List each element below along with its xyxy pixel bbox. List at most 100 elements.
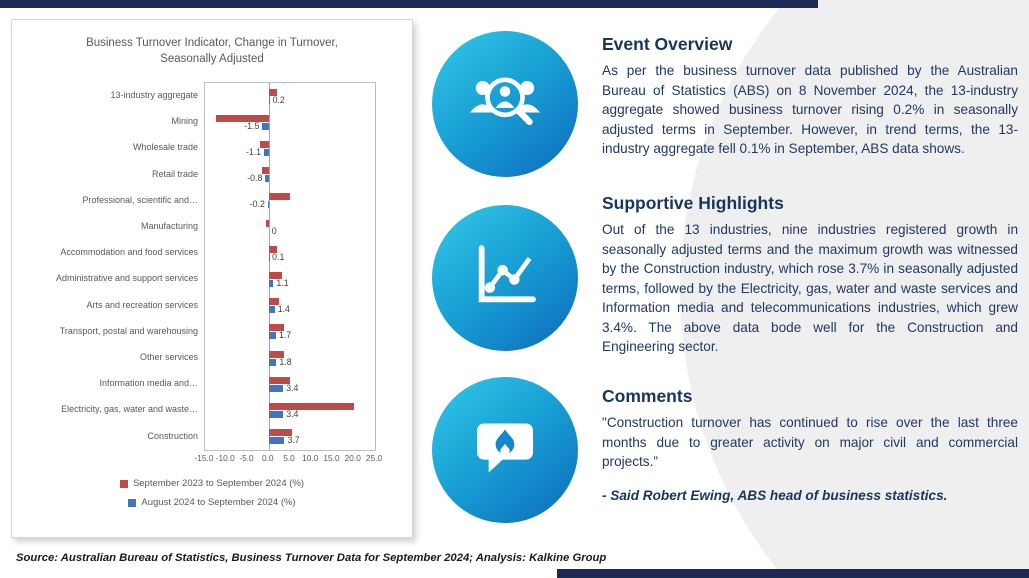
bar-mom: [268, 332, 276, 340]
bar-yoy: [268, 324, 284, 332]
bar-yoy: [260, 140, 269, 148]
section-comments: Comments "Construction turnover has cont…: [602, 386, 1018, 503]
bar-mom: [264, 148, 269, 156]
bar-mom: [268, 410, 284, 418]
section-heading: Comments: [602, 386, 693, 406]
people-search-icon: [463, 60, 547, 149]
bar-yoy: [268, 376, 290, 384]
section-quote: "Construction turnover has continued to …: [602, 415, 1018, 470]
bar-data-label: 0.2: [272, 94, 285, 105]
category-label: Professional, scientific and…: [82, 194, 198, 205]
x-tick-label: 0.0: [261, 453, 274, 463]
chart-title-line: Business Turnover Indicator, Change in T…: [86, 37, 338, 49]
x-tick-label: 10.0: [302, 453, 319, 463]
category-label: Construction: [147, 430, 198, 441]
category-label: Information media and…: [99, 378, 198, 389]
bar-data-label: 3.4: [286, 382, 299, 393]
bar-yoy: [268, 271, 282, 279]
bar-mom: [268, 384, 284, 392]
chart-title: Business Turnover Indicator, Change in T…: [12, 36, 412, 67]
category-labels: 13-industry aggregate Mining Wholesale tra…: [16, 82, 198, 449]
bar-yoy: [215, 114, 269, 122]
chart-legend: September 2023 to September 2024 (%) Augu…: [12, 478, 412, 508]
x-tick-label: -10.0: [215, 453, 235, 463]
bar-data-label: -1.5: [244, 120, 260, 131]
zero-axis-line: [268, 83, 270, 450]
bar-mom: [268, 306, 275, 314]
chart-title-line: Seasonally Adjusted: [160, 52, 264, 65]
x-tick-label: 15.0: [323, 453, 340, 463]
section-body: Out of the 13 industries, nine industrie…: [602, 222, 1018, 355]
bar-data-label: -0.2: [249, 199, 265, 210]
bar-yoy: [262, 167, 269, 175]
bar-yoy: [268, 298, 280, 306]
legend-swatch: [128, 498, 137, 507]
bar-data-label: -0.8: [247, 173, 263, 184]
x-axis-ticks: -15.0 -10.0 -5.0 0.0 5.0 10.0 15.0 20.0 25.0: [195, 453, 383, 465]
x-tick-label: -15.0: [194, 453, 214, 463]
text-column: Event Overview As per the business turno…: [602, 0, 1018, 578]
comments-icon-circle: [432, 377, 578, 523]
comment-flame-icon: [463, 406, 547, 495]
bar-yoy: [268, 350, 284, 358]
section-body: As per the business turnover data publis…: [602, 63, 1018, 157]
legend-label: August 2024 to September 2024 (%): [141, 497, 296, 508]
bar-mom: [265, 175, 269, 183]
bar-yoy: [268, 245, 278, 253]
legend-swatch: [119, 479, 128, 488]
bar-mom: [262, 122, 269, 130]
bar-yoy: [265, 219, 269, 227]
x-tick-label: 5.0: [283, 453, 295, 463]
x-tick-label: 25.0: [365, 453, 383, 463]
bar-mom: [268, 358, 277, 366]
bar-yoy: [268, 429, 293, 437]
bar-mom: [268, 437, 285, 445]
bar-data-label: 1.4: [277, 304, 290, 315]
bar-data-label: 3.4: [286, 408, 299, 419]
category-label: Electricity, gas, water and waste…: [61, 404, 198, 415]
bottom-accent-bar: [557, 569, 1029, 578]
legend-item: August 2024 to September 2024 (%): [128, 497, 296, 508]
supportive-highlights-icon-circle: [432, 205, 578, 351]
bar-data-label: 1.1: [276, 277, 289, 288]
bar-data-label: 0: [271, 225, 277, 236]
bar-yoy: [268, 88, 278, 96]
category-label: Retail trade: [151, 168, 198, 179]
bar-data-label: 0.1: [272, 251, 285, 262]
chart-card: Business Turnover Indicator, Change in T…: [11, 19, 413, 538]
section-event-overview: Event Overview As per the business turno…: [602, 34, 1018, 159]
quote-attribution: - Said Robert Ewing, ABS head of busines…: [602, 487, 948, 503]
bar-data-label: 1.7: [278, 330, 292, 341]
bar-mom: [268, 279, 274, 287]
category-label: Manufacturing: [140, 221, 198, 232]
category-label: Arts and recreation services: [86, 299, 198, 310]
legend-label: September 2023 to September 2024 (%): [132, 478, 305, 489]
category-label: Wholesale trade: [132, 142, 198, 153]
bar-data-label: 3.7: [287, 435, 300, 446]
category-label: Transport, postal and warehousing: [59, 325, 198, 336]
category-label: Administrative and support services: [55, 273, 198, 284]
bar-data-label: -1.1: [245, 146, 262, 157]
bar-mom: [268, 96, 270, 104]
event-overview-icon-circle: [432, 31, 578, 177]
plot-area: 0.2 -1.5 -1.1 -0.8 -0.2 0 0.1 1.1 1.4 1.7 1.8 3.4 3.…: [204, 82, 376, 451]
category-label: 13-industry aggregate: [110, 90, 198, 101]
bar-yoy: [268, 402, 354, 410]
source-note: Source: Australian Bureau of Statistics,…: [16, 552, 607, 564]
x-tick-label: 20.0: [344, 453, 361, 463]
category-label: Other services: [139, 351, 198, 362]
section-heading: Event Overview: [602, 34, 733, 54]
x-tick-label: -5.0: [239, 453, 254, 463]
line-chart-icon: [463, 234, 547, 323]
bar-mom: [267, 201, 269, 209]
bar-yoy: [268, 193, 290, 201]
section-supportive-highlights: Supportive Highlights Out of the 13 indu…: [602, 193, 1018, 357]
bar-data-label: 1.8: [279, 356, 292, 367]
category-label: Accommodation and food services: [60, 247, 198, 258]
top-accent-bar: [0, 0, 818, 8]
category-label: Mining: [171, 116, 198, 127]
background-curve: [680, 0, 1029, 578]
legend-item: September 2023 to September 2024 (%): [119, 478, 305, 489]
section-heading: Supportive Highlights: [602, 193, 784, 213]
